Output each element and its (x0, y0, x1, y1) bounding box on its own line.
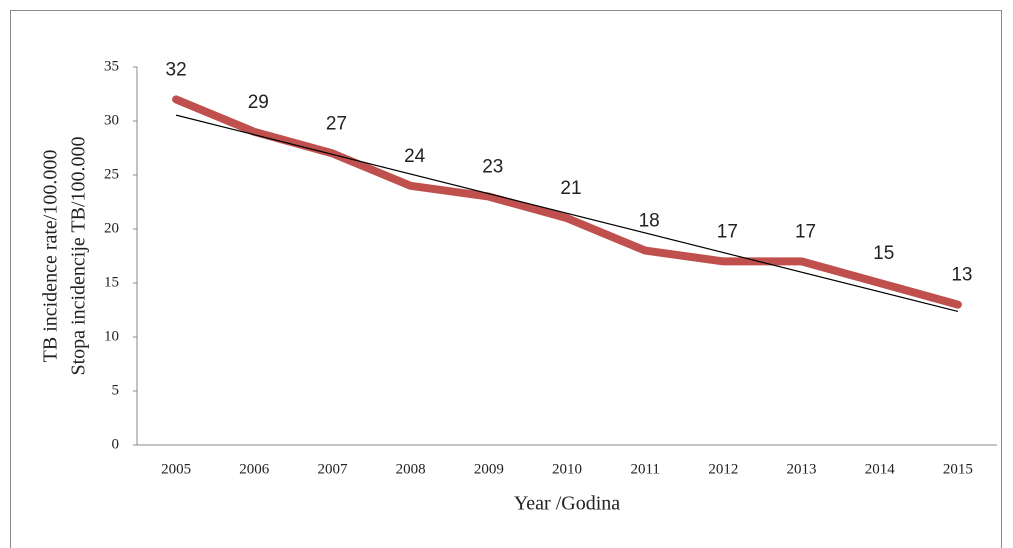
data-label: 15 (873, 243, 894, 264)
x-tick-label: 2012 (708, 461, 738, 477)
trendline (175, 114, 959, 313)
y-tick-label: 15 (104, 274, 119, 290)
y-tick-label: 10 (104, 328, 119, 344)
data-label: 24 (404, 146, 426, 167)
y-tick-label: 30 (104, 112, 119, 128)
x-tick-label: 2015 (943, 461, 973, 477)
x-tick-label: 2010 (552, 461, 582, 477)
chart-border (10, 10, 1002, 548)
y-axis-label: Stopa incidencije TB/100.000 (68, 136, 90, 375)
data-label: 21 (560, 178, 581, 199)
line-series (172, 95, 962, 309)
data-label: 27 (326, 113, 347, 134)
x-tick-label: 2009 (474, 461, 504, 477)
x-tick-label: 2011 (630, 461, 659, 477)
x-tick-label: 2014 (865, 461, 896, 477)
y-tick-label: 25 (104, 166, 119, 182)
x-tick-label: 2008 (396, 461, 426, 477)
data-label: 23 (482, 157, 503, 178)
data-label: 13 (951, 265, 972, 286)
data-label: 32 (166, 59, 187, 80)
x-tick-label: 2006 (239, 461, 270, 477)
y-tick-label: 35 (104, 58, 119, 74)
y-tick-label: 20 (104, 220, 119, 236)
y-tick-label: 0 (112, 436, 120, 452)
y-axis-label: TB incidence rate/100.000 (40, 150, 62, 363)
x-axis-label: Year /Godina (514, 493, 620, 515)
x-tick-label: 2007 (317, 461, 348, 477)
x-tick-label: 2005 (161, 461, 191, 477)
data-label: 29 (248, 92, 269, 113)
data-label: 17 (795, 221, 816, 242)
y-tick-label: 5 (112, 382, 120, 398)
data-label: 17 (717, 221, 738, 242)
data-label: 18 (639, 211, 660, 232)
x-tick-label: 2013 (787, 461, 817, 477)
